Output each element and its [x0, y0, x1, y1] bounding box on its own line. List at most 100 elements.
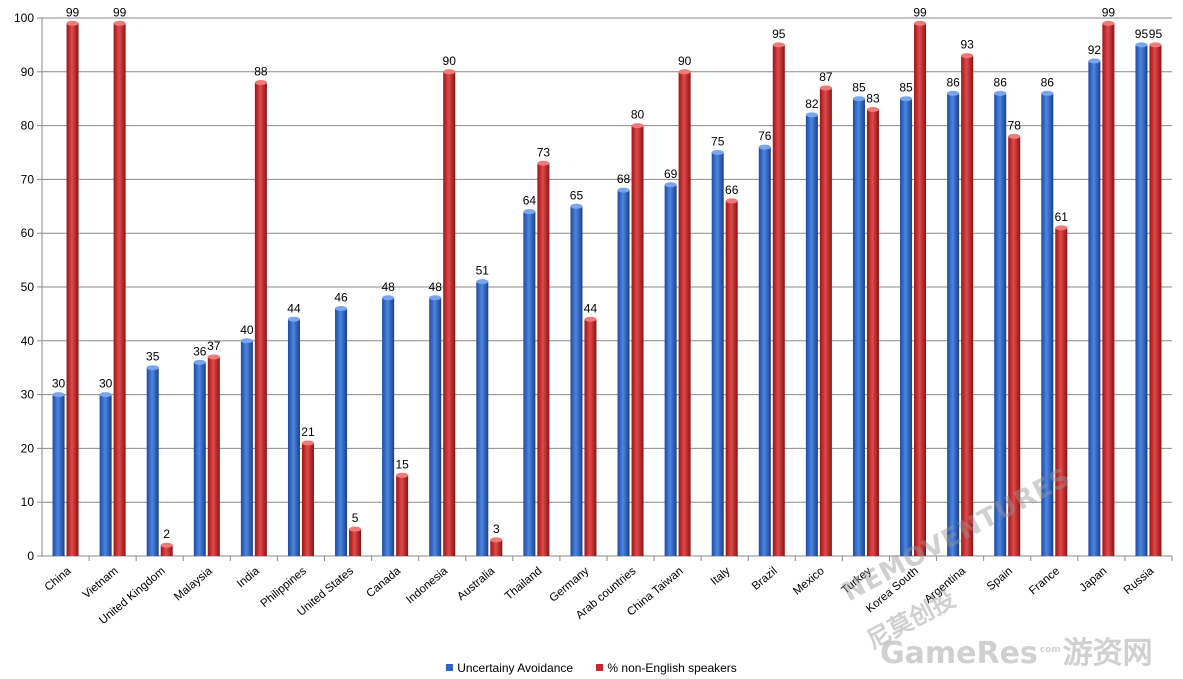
- category-label: Russia: [1122, 565, 1157, 597]
- data-label: 30: [52, 377, 66, 391]
- category-label: India: [235, 565, 262, 591]
- bar-cap: [664, 182, 677, 188]
- data-label: 2: [163, 527, 170, 541]
- data-label: 90: [443, 54, 457, 68]
- category-label: Malaysia: [172, 565, 215, 604]
- bar-cap: [758, 144, 771, 150]
- bar-cap: [240, 338, 253, 344]
- bar: [805, 114, 818, 556]
- bar-cap: [382, 295, 395, 301]
- data-label: 46: [334, 291, 348, 305]
- bar-cap: [1008, 133, 1021, 139]
- y-tick-label: 90: [21, 65, 35, 79]
- bar-cap: [476, 279, 489, 285]
- bar: [725, 200, 738, 557]
- bar: [146, 367, 159, 556]
- bar-cap: [99, 392, 112, 398]
- data-label: 44: [584, 301, 598, 315]
- bar: [476, 281, 489, 556]
- bar: [207, 356, 220, 556]
- bar-cap: [1041, 90, 1054, 96]
- bar: [537, 163, 550, 556]
- bar: [900, 98, 913, 556]
- bar-cap: [900, 96, 913, 102]
- data-label: 51: [476, 264, 490, 278]
- bar: [961, 55, 974, 556]
- data-label: 92: [1088, 43, 1102, 57]
- y-tick-label: 30: [21, 388, 35, 402]
- category-label: Spain: [985, 565, 1015, 593]
- data-label: 48: [429, 280, 443, 294]
- bar-cap: [631, 123, 644, 129]
- category-label: Indonesia: [404, 565, 450, 607]
- y-tick-label: 60: [21, 226, 35, 240]
- data-label: 36: [193, 344, 207, 358]
- bar: [1008, 136, 1021, 557]
- bar: [287, 319, 300, 556]
- y-tick-label: 50: [21, 280, 35, 294]
- bar: [301, 443, 314, 556]
- data-label: 99: [913, 5, 927, 19]
- bar: [335, 308, 348, 556]
- bar: [994, 93, 1007, 556]
- bar-cap: [584, 316, 597, 322]
- category-label: Thailand: [503, 565, 545, 603]
- bar-cap: [1102, 20, 1115, 26]
- bar-cap: [113, 20, 126, 26]
- data-label: 86: [1041, 75, 1055, 89]
- bar-cap: [429, 295, 442, 301]
- bar-cap: [1055, 225, 1068, 231]
- bar: [584, 319, 597, 556]
- bar: [631, 125, 644, 556]
- y-tick-label: 100: [14, 11, 34, 25]
- bar-cap: [852, 96, 865, 102]
- bar: [254, 82, 267, 556]
- bar: [570, 206, 583, 557]
- data-label: 44: [287, 301, 301, 315]
- bar-cap: [570, 203, 583, 209]
- bar-cap: [335, 306, 348, 312]
- bar-cap: [287, 316, 300, 322]
- bar-cap: [961, 53, 974, 59]
- watermark-site-small: com: [1039, 645, 1061, 655]
- data-label: 95: [1149, 27, 1163, 41]
- bar: [523, 211, 536, 556]
- bar-cap: [254, 80, 267, 86]
- legend-item-non-english: % non-English speakers: [596, 661, 737, 675]
- category-label: Italy: [709, 565, 733, 588]
- bar: [914, 23, 927, 556]
- data-label: 86: [994, 75, 1008, 89]
- data-label: 85: [899, 81, 913, 95]
- bar-cap: [160, 542, 173, 548]
- bar-cap: [490, 537, 503, 543]
- bar-cap: [523, 209, 536, 215]
- bar-cap: [301, 440, 314, 446]
- bar-cap: [66, 20, 79, 26]
- bar-cap: [1149, 42, 1162, 48]
- bar-cap: [678, 69, 691, 75]
- watermark-site-text: GameRes: [880, 636, 1038, 671]
- axes: 0 10 20 30 40 50 60 70 80 90 100: [14, 11, 1173, 563]
- y-tick-label: 80: [21, 119, 35, 133]
- data-labels: 30 99 30 99 35 2 36 37 40 88 44 21 46 5 48 15 48 90 51 3 64 7…: [52, 5, 1163, 541]
- bar-cap: [725, 198, 738, 204]
- bar-cap: [396, 472, 409, 478]
- data-label: 66: [725, 183, 739, 197]
- bar: [349, 529, 362, 556]
- bar: [240, 340, 253, 556]
- bar-cap: [994, 90, 1007, 96]
- data-label: 69: [664, 167, 678, 181]
- data-label: 15: [395, 457, 409, 471]
- data-label: 82: [805, 97, 819, 111]
- category-label: Japan: [1078, 565, 1110, 594]
- category-label: Australia: [455, 565, 497, 603]
- data-label: 76: [758, 129, 772, 143]
- bar-cap: [1135, 42, 1148, 48]
- data-label: 37: [207, 339, 221, 353]
- category-label: Mexico: [791, 565, 827, 598]
- bar-cap: [443, 69, 456, 75]
- bar-cap: [349, 526, 362, 532]
- gridlines: [42, 17, 1172, 557]
- bars: [52, 20, 1162, 557]
